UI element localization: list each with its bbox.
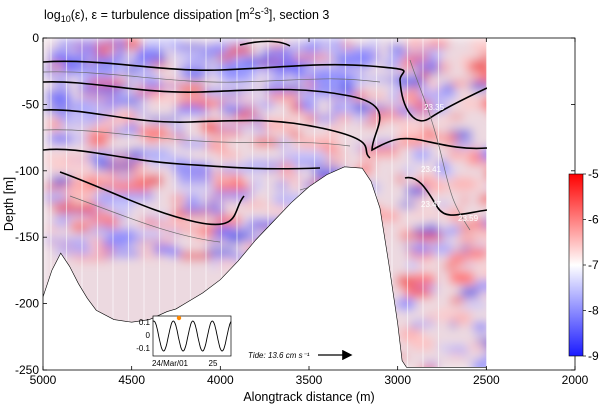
colorbar-tick-label: -9 xyxy=(588,349,599,363)
y-tick-label: -250 xyxy=(15,363,39,377)
y-tick-label: -150 xyxy=(15,230,39,244)
y-tick-label: -50 xyxy=(22,97,40,111)
isopycnal-value-label: 23.59 xyxy=(458,214,479,223)
inset-xtick-2: 25 xyxy=(209,359,218,368)
y-tick-label: -200 xyxy=(15,297,39,311)
chart-title: log10(ε), ε = turbulence dissipation [m2… xyxy=(44,6,329,24)
isopycnal-value-label: 23.35 xyxy=(424,103,445,112)
colorbar-tick-label: -8 xyxy=(588,304,599,318)
colorbar xyxy=(569,174,583,356)
inset-ytick-3: -0.1 xyxy=(136,344,150,353)
y-tick-label: 0 xyxy=(32,31,39,45)
x-axis-label: Alongtrack distance (m) xyxy=(243,390,374,404)
tide-label: Tide: 13.6 cm s⁻¹ xyxy=(248,351,310,360)
x-tick-label: 3500 xyxy=(296,373,323,387)
inset-ytick-2: 0 xyxy=(146,331,151,340)
inset-xtick-1: 24/Mar/01 xyxy=(152,359,189,368)
colorbar-tick-label: -5 xyxy=(588,167,599,181)
y-axis-label: Depth [m] xyxy=(2,177,16,231)
colorbar-tick-label: -6 xyxy=(588,213,599,227)
x-tick-label: 2000 xyxy=(562,373,589,387)
x-tick-label: 3000 xyxy=(384,373,411,387)
colorbar-ticks: -5 -6 -7 -8 -9 xyxy=(583,167,599,363)
x-tick-label: 4000 xyxy=(207,373,234,387)
inset-ytick-1: 0.1 xyxy=(139,318,151,327)
isopycnal-value-label: 23.47 xyxy=(421,200,442,209)
isopycnal-value-label: 23.41 xyxy=(421,165,442,174)
tide-marker xyxy=(177,316,181,320)
x-tick-label: 2500 xyxy=(473,373,500,387)
x-tick-label: 4500 xyxy=(118,373,145,387)
y-tick-label: -100 xyxy=(15,164,39,178)
colorbar-tick-label: -7 xyxy=(588,258,599,272)
